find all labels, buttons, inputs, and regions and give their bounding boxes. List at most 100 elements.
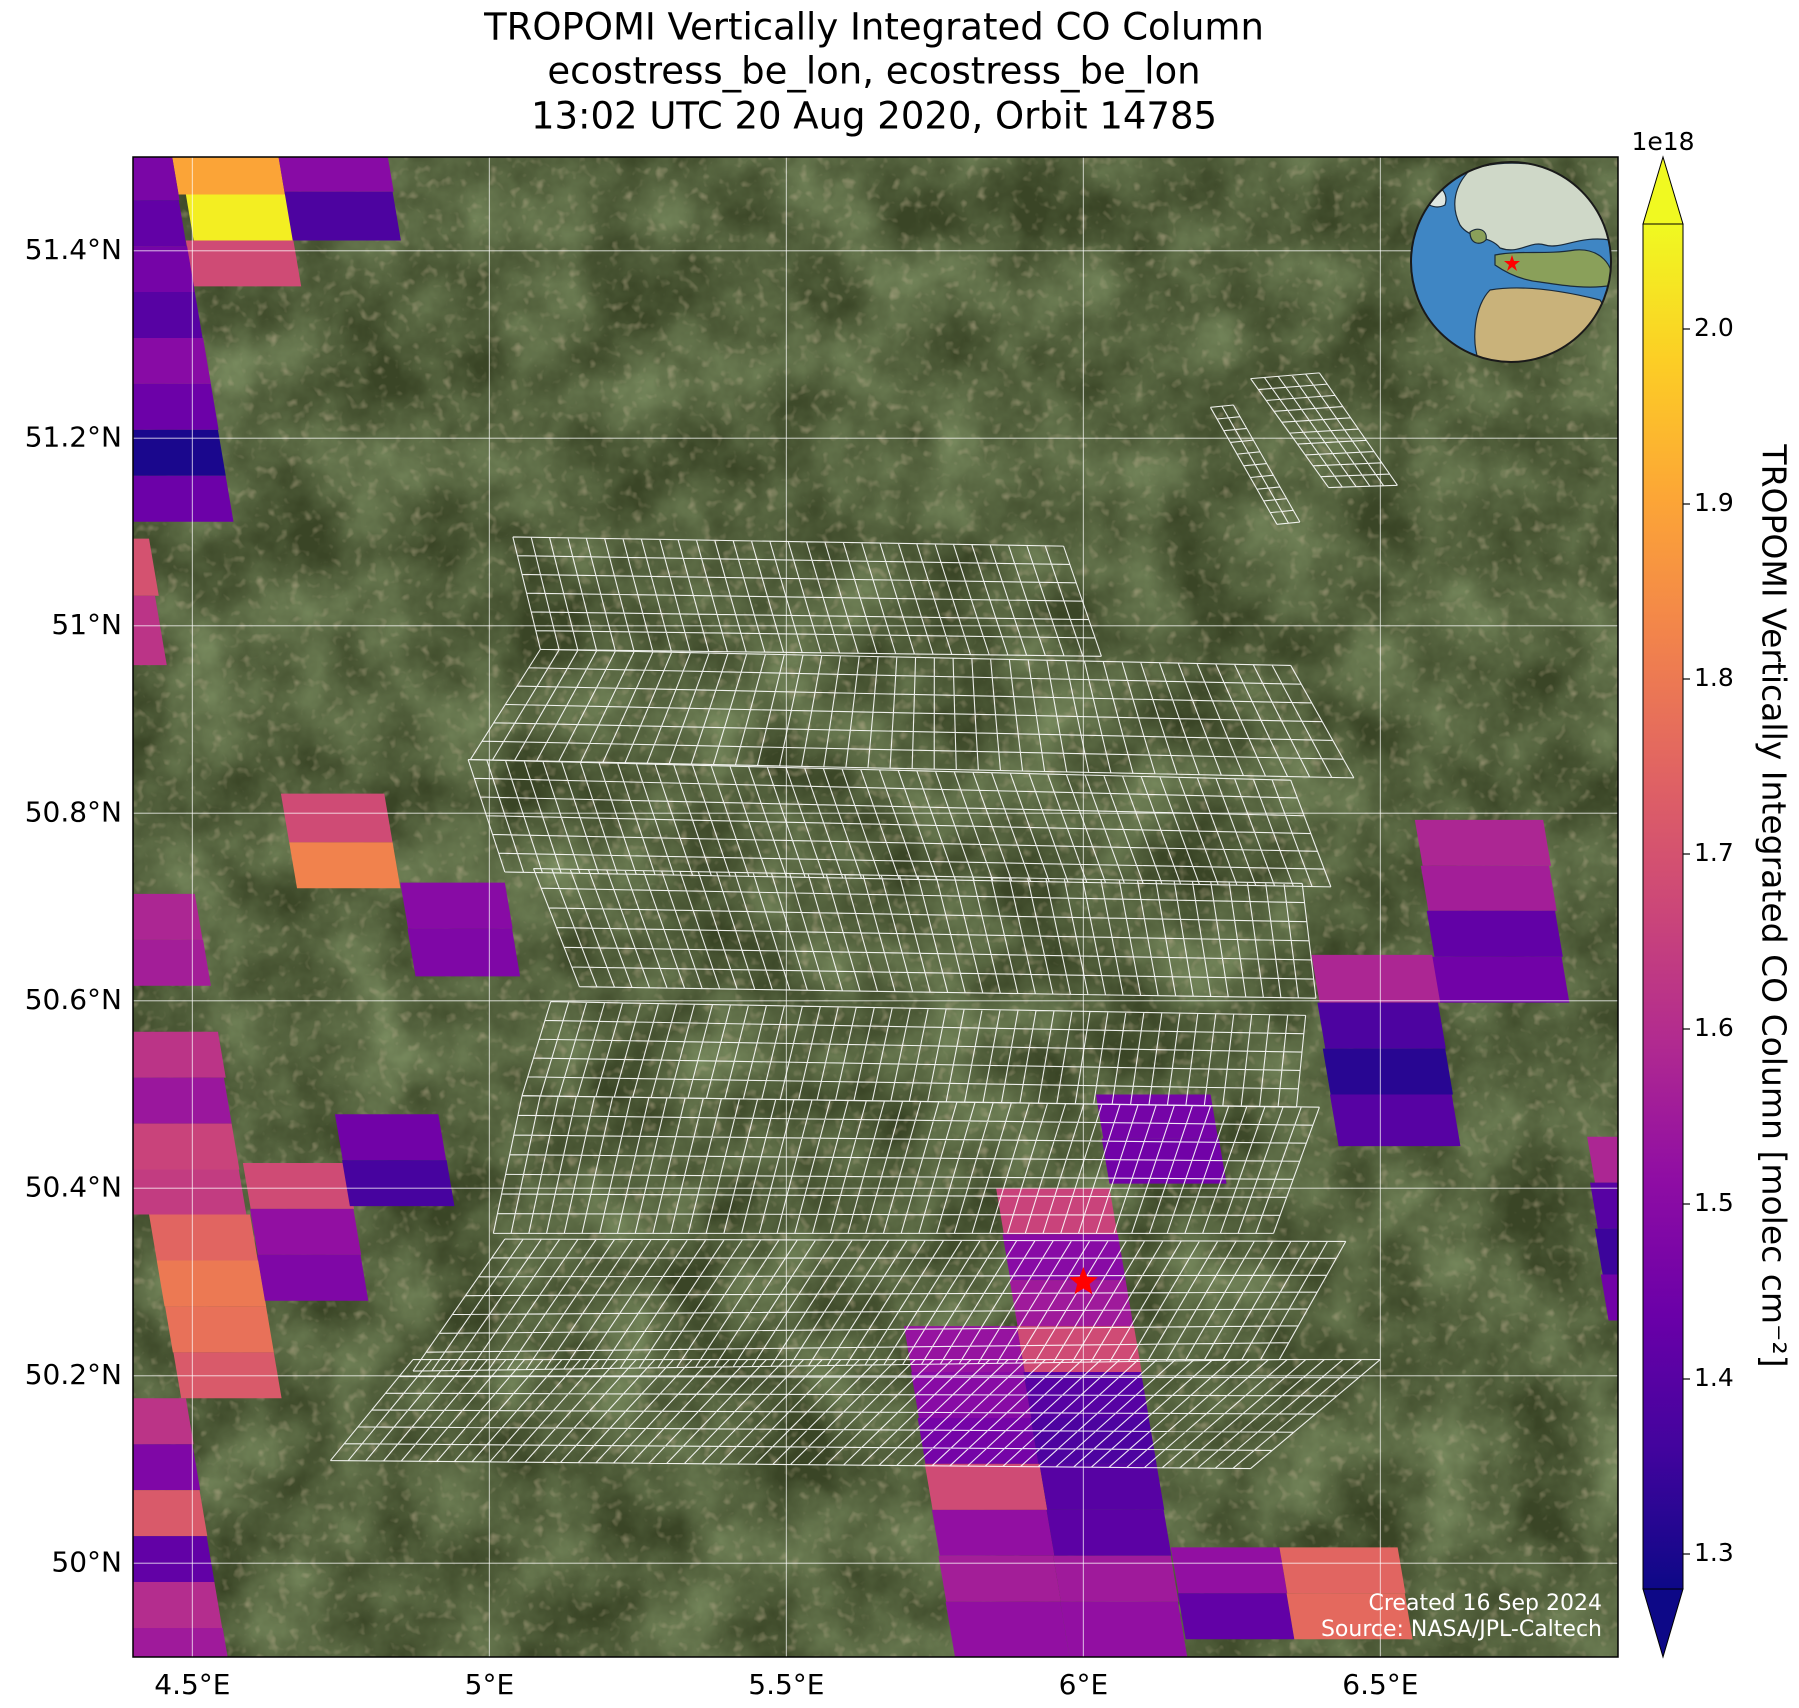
y-tick-label: 50.6°N — [25, 983, 122, 1016]
tropomi-pixel — [165, 1306, 274, 1353]
tropomi-pixel — [931, 1509, 1055, 1556]
ecostress-grid — [469, 648, 1355, 779]
annotation: Created 16 Sep 2024 — [1369, 1591, 1603, 1616]
tropomi-pixel — [133, 1627, 228, 1657]
ecostress-grid — [1209, 404, 1301, 525]
colorbar-tick-label: 1.5 — [1694, 1188, 1734, 1217]
tropomi-pixel — [133, 1123, 240, 1170]
tropomi-pixel — [242, 1162, 355, 1209]
colorbar-tick-label: 1.7 — [1694, 838, 1734, 867]
tropomi-pixel — [1414, 819, 1551, 866]
colorbar-tick-label: 1.4 — [1694, 1363, 1734, 1392]
colorbar-multiplier: 1e18 — [1631, 127, 1694, 156]
tropomi-pixel — [185, 194, 302, 241]
tropomi-pixel — [284, 191, 401, 241]
tropomi-pixel — [185, 240, 302, 287]
ecostress-grid — [330, 1359, 1381, 1470]
colorbar-tick-label: 1.8 — [1694, 663, 1734, 692]
tropomi-pixel — [250, 1208, 362, 1255]
tropomi-pixel — [1046, 1509, 1172, 1556]
y-tick-label: 51.2°N — [25, 420, 122, 453]
tropomi-pixel — [924, 1463, 1048, 1510]
map-frame — [132, 156, 1619, 1658]
tropomi-pixel — [1177, 1593, 1295, 1640]
tropomi-pixel — [1594, 1228, 1618, 1275]
annotation: Source: NASA/JPL-Caltech — [1321, 1617, 1602, 1642]
tropomi-pixel — [1590, 1182, 1618, 1229]
colorbar-tick-label: 1.9 — [1694, 488, 1734, 517]
tropomi-pixel — [133, 1536, 215, 1582]
tropomi-pixel — [133, 1077, 232, 1124]
tropomi-pixel — [133, 246, 195, 292]
x-tick-label: 6.5°E — [1342, 1668, 1418, 1701]
tropomi-pixel — [133, 1398, 194, 1445]
y-tick-label: 50.2°N — [25, 1358, 122, 1391]
globe-site-star — [1504, 255, 1520, 271]
title-line: TROPOMI Vertically Integrated CO Column — [483, 6, 1264, 49]
colorbar-tick-label: 2.0 — [1694, 313, 1734, 342]
tropomi-pixel — [133, 595, 167, 666]
ecostress-grid — [412, 1238, 1347, 1372]
tropomi-pixel — [133, 1169, 247, 1215]
tropomi-pixel — [1322, 1048, 1453, 1095]
tropomi-pixel — [1329, 1094, 1461, 1147]
y-tick-label: 50.4°N — [25, 1170, 122, 1203]
tropomi-pixel — [133, 1444, 201, 1491]
tropomi-pixel — [156, 1260, 267, 1307]
y-tick-label: 50°N — [51, 1545, 122, 1578]
tropomi-pixel — [280, 793, 393, 843]
tropomi-pixel — [133, 1582, 223, 1628]
tropomi-pixel — [1002, 1234, 1126, 1281]
ecostress-grid — [512, 536, 1102, 657]
tropomi-pixel — [1311, 954, 1441, 1003]
colorbar-extend-high — [1642, 155, 1684, 225]
tropomi-pixel — [1286, 1593, 1413, 1640]
tropomi-pixel — [133, 200, 187, 247]
tropomi-pixel — [133, 1031, 226, 1078]
x-tick-label: 4.5°E — [154, 1668, 230, 1701]
map-area: Created 16 Sep 2024 Source: NASA/JPL-Cal… — [133, 157, 1618, 1657]
colorbar-tick-label: 1.3 — [1694, 1538, 1734, 1567]
title-line: 13:02 UTC 20 Aug 2020, Orbit 14785 — [531, 95, 1217, 138]
tropomi-pixel — [945, 1601, 1070, 1657]
tropomi-pixel — [133, 538, 159, 596]
y-tick-label: 51.4°N — [25, 233, 122, 266]
tropomi-pixel — [400, 882, 513, 929]
site-marker — [1069, 1267, 1098, 1295]
tropomi-pixel — [1600, 1274, 1618, 1321]
tropomi-pixel — [407, 928, 521, 977]
tropomi-pixel — [342, 1160, 455, 1207]
colorbar-label: TROPOMI Vertically Integrated CO Column … — [1755, 443, 1794, 1367]
colorbar-tick-label: 1.6 — [1694, 1013, 1734, 1042]
tropomi-pixel — [133, 157, 180, 201]
tropomi-pixel — [996, 1188, 1118, 1235]
tropomi-pixel — [1039, 1463, 1165, 1510]
tropomi-pixel — [1060, 1601, 1188, 1657]
tropomi-pixel — [938, 1555, 1061, 1602]
tropomi-pixel — [133, 475, 234, 522]
ecostress-grid — [521, 1001, 1307, 1108]
ecostress-grid — [492, 1095, 1320, 1234]
tropomi-pixel — [172, 157, 285, 195]
axes: 4.5°E 5°E 5.5°E 6°E 6.5°E 50°N 50.2°N 50.4°N 50.… — [25, 233, 1419, 1701]
tropomi-pixel — [257, 1254, 369, 1301]
tropomi-pixel — [1009, 1280, 1134, 1327]
tropomi-pixel — [1279, 1547, 1406, 1594]
tropomi-pixel — [133, 383, 219, 430]
tropomi-pixel — [278, 157, 394, 192]
site-marker-group — [1069, 1267, 1098, 1295]
x-tick-label: 6°E — [1059, 1668, 1109, 1701]
tropomi-pixel — [1053, 1555, 1179, 1602]
ecostress-footprints — [330, 372, 1398, 1470]
ecostress-grid — [467, 758, 1332, 888]
x-tick-label: 5.5°E — [748, 1668, 824, 1701]
tropomi-pixel — [133, 337, 211, 384]
tropomi-pixel — [1095, 1094, 1219, 1139]
tropomi-pixel — [133, 292, 203, 338]
globe-outline — [1410, 161, 1612, 363]
tropomi-pixel — [334, 1114, 447, 1161]
y-tick-label: 51°N — [51, 608, 122, 641]
title: TROPOMI Vertically Integrated CO Column … — [483, 6, 1264, 138]
tropomi-pixel — [1317, 1002, 1446, 1049]
